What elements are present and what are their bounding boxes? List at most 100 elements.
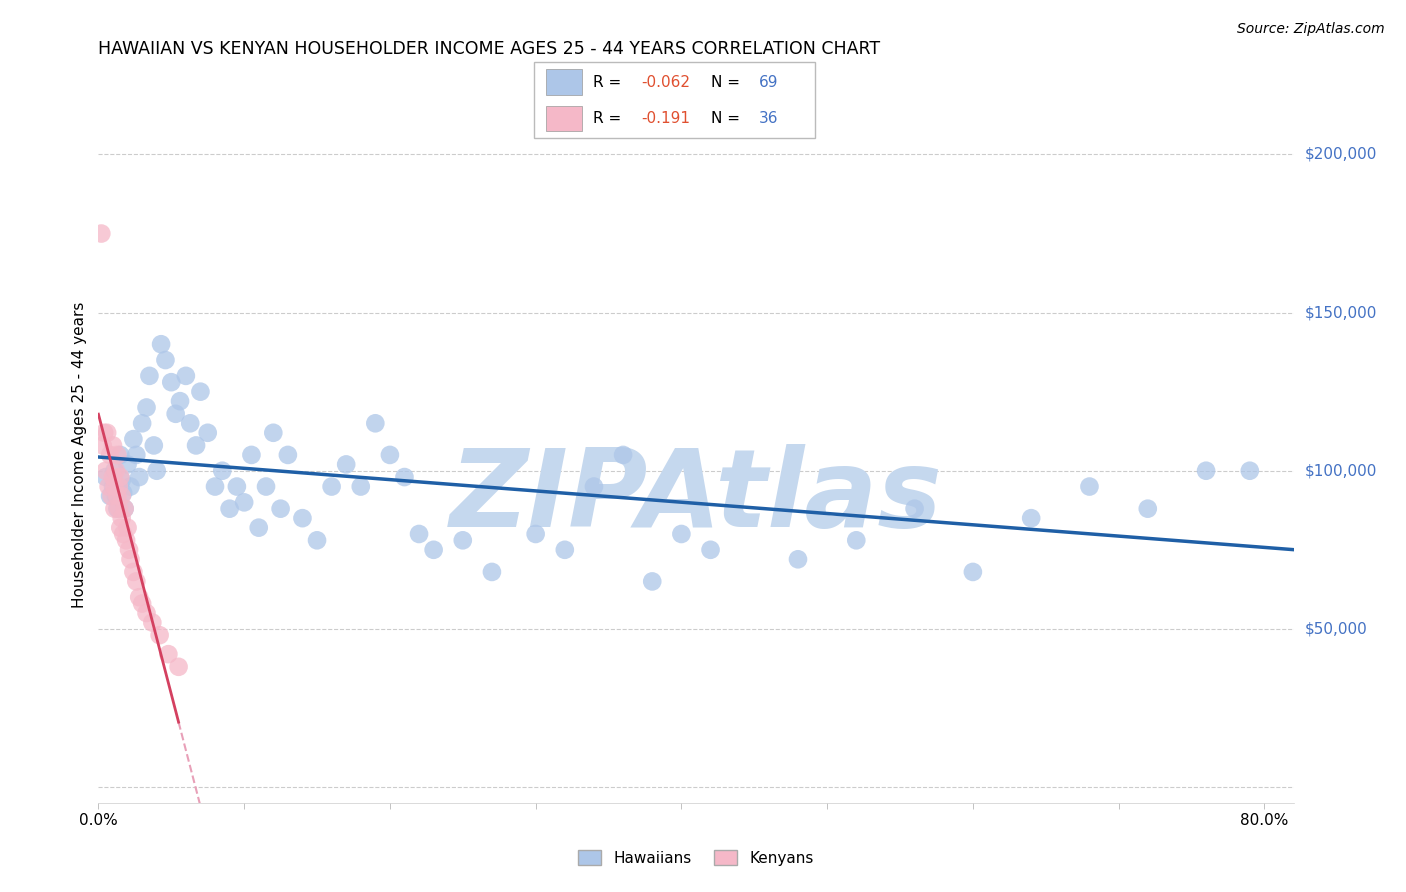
Point (451, 533, 474, 548)
Point (98, 489, 121, 503)
Point (138, 368, 160, 383)
Point (110, 521, 132, 535)
Text: HAWAIIAN VS KENYAN HOUSEHOLDER INCOME AGES 25 - 44 YEARS CORRELATION CHART: HAWAIIAN VS KENYAN HOUSEHOLDER INCOME AG… (98, 40, 880, 58)
Point (110, 470, 132, 484)
Point (378, 448, 401, 462)
Point (903, 501, 925, 516)
Text: R =: R = (593, 75, 627, 90)
Point (262, 425, 284, 440)
Point (165, 407, 187, 421)
Point (240, 448, 263, 462)
Text: $100,000: $100,000 (1305, 463, 1376, 478)
Point (108, 501, 131, 516)
Point (120, 479, 142, 493)
Point (115, 533, 138, 548)
Point (101, 470, 124, 484)
Text: Source: ZipAtlas.com: Source: ZipAtlas.com (1237, 22, 1385, 37)
Text: ZIPAtlas: ZIPAtlas (450, 443, 942, 549)
Point (118, 542, 141, 557)
Point (364, 417, 387, 431)
Point (641, 574, 664, 589)
Legend: Hawaiians, Kenyans: Hawaiians, Kenyans (572, 844, 820, 871)
Point (394, 470, 416, 484)
Point (962, 565, 984, 579)
Point (845, 533, 868, 548)
Point (91, 438, 114, 452)
Point (321, 479, 343, 493)
Text: R =: R = (593, 111, 631, 126)
Point (157, 647, 180, 661)
Point (100, 489, 122, 503)
Point (174, 368, 197, 383)
Point (114, 501, 136, 516)
Point (481, 565, 503, 579)
Point (103, 501, 125, 516)
Point (149, 628, 172, 642)
Text: N =: N = (711, 111, 745, 126)
Point (111, 489, 134, 503)
Point (335, 458, 357, 472)
Point (145, 464, 167, 478)
Point (1078, 479, 1101, 493)
Point (122, 432, 145, 446)
Point (554, 542, 576, 557)
Point (350, 479, 373, 493)
Point (254, 479, 277, 493)
Point (93, 425, 115, 440)
Point (101, 438, 124, 452)
Point (270, 501, 292, 516)
Point (125, 448, 148, 462)
Point (204, 479, 226, 493)
Point (97, 479, 120, 493)
Point (142, 438, 165, 452)
Point (179, 417, 201, 431)
Point (103, 464, 125, 478)
Text: $200,000: $200,000 (1305, 147, 1376, 162)
Point (305, 533, 328, 548)
Point (103, 479, 125, 493)
Point (114, 501, 136, 516)
Point (94, 464, 117, 478)
Point (120, 552, 142, 566)
Point (128, 591, 150, 605)
Text: $150,000: $150,000 (1305, 305, 1376, 320)
Point (117, 458, 139, 472)
Point (671, 527, 693, 541)
Point (117, 521, 139, 535)
Text: 69: 69 (759, 75, 779, 90)
Point (291, 511, 314, 525)
Text: 36: 36 (759, 111, 779, 126)
Bar (546, 70, 582, 95)
Point (110, 448, 132, 462)
Point (111, 473, 134, 487)
Point (128, 470, 150, 484)
Point (582, 479, 605, 493)
Point (112, 486, 135, 500)
Text: -0.191: -0.191 (641, 111, 690, 126)
Point (94, 470, 117, 484)
Point (141, 615, 163, 630)
Point (101, 479, 124, 493)
Point (1019, 511, 1042, 525)
Point (135, 401, 157, 415)
Point (218, 501, 240, 516)
Point (1239, 464, 1261, 478)
Point (155, 353, 177, 368)
Point (96, 425, 118, 440)
Y-axis label: Householder Income Ages 25 - 44 years: Householder Income Ages 25 - 44 years (72, 301, 87, 608)
Point (699, 542, 721, 557)
Point (211, 464, 233, 478)
Point (225, 479, 247, 493)
Point (105, 489, 128, 503)
Point (190, 384, 212, 399)
Point (612, 448, 634, 462)
Point (1136, 501, 1159, 516)
Text: -0.062: -0.062 (641, 75, 690, 90)
Text: $50,000: $50,000 (1305, 622, 1368, 636)
Bar (546, 105, 582, 131)
Point (131, 597, 153, 611)
Point (104, 464, 127, 478)
Point (787, 552, 810, 566)
Point (111, 511, 134, 525)
Point (408, 527, 430, 541)
